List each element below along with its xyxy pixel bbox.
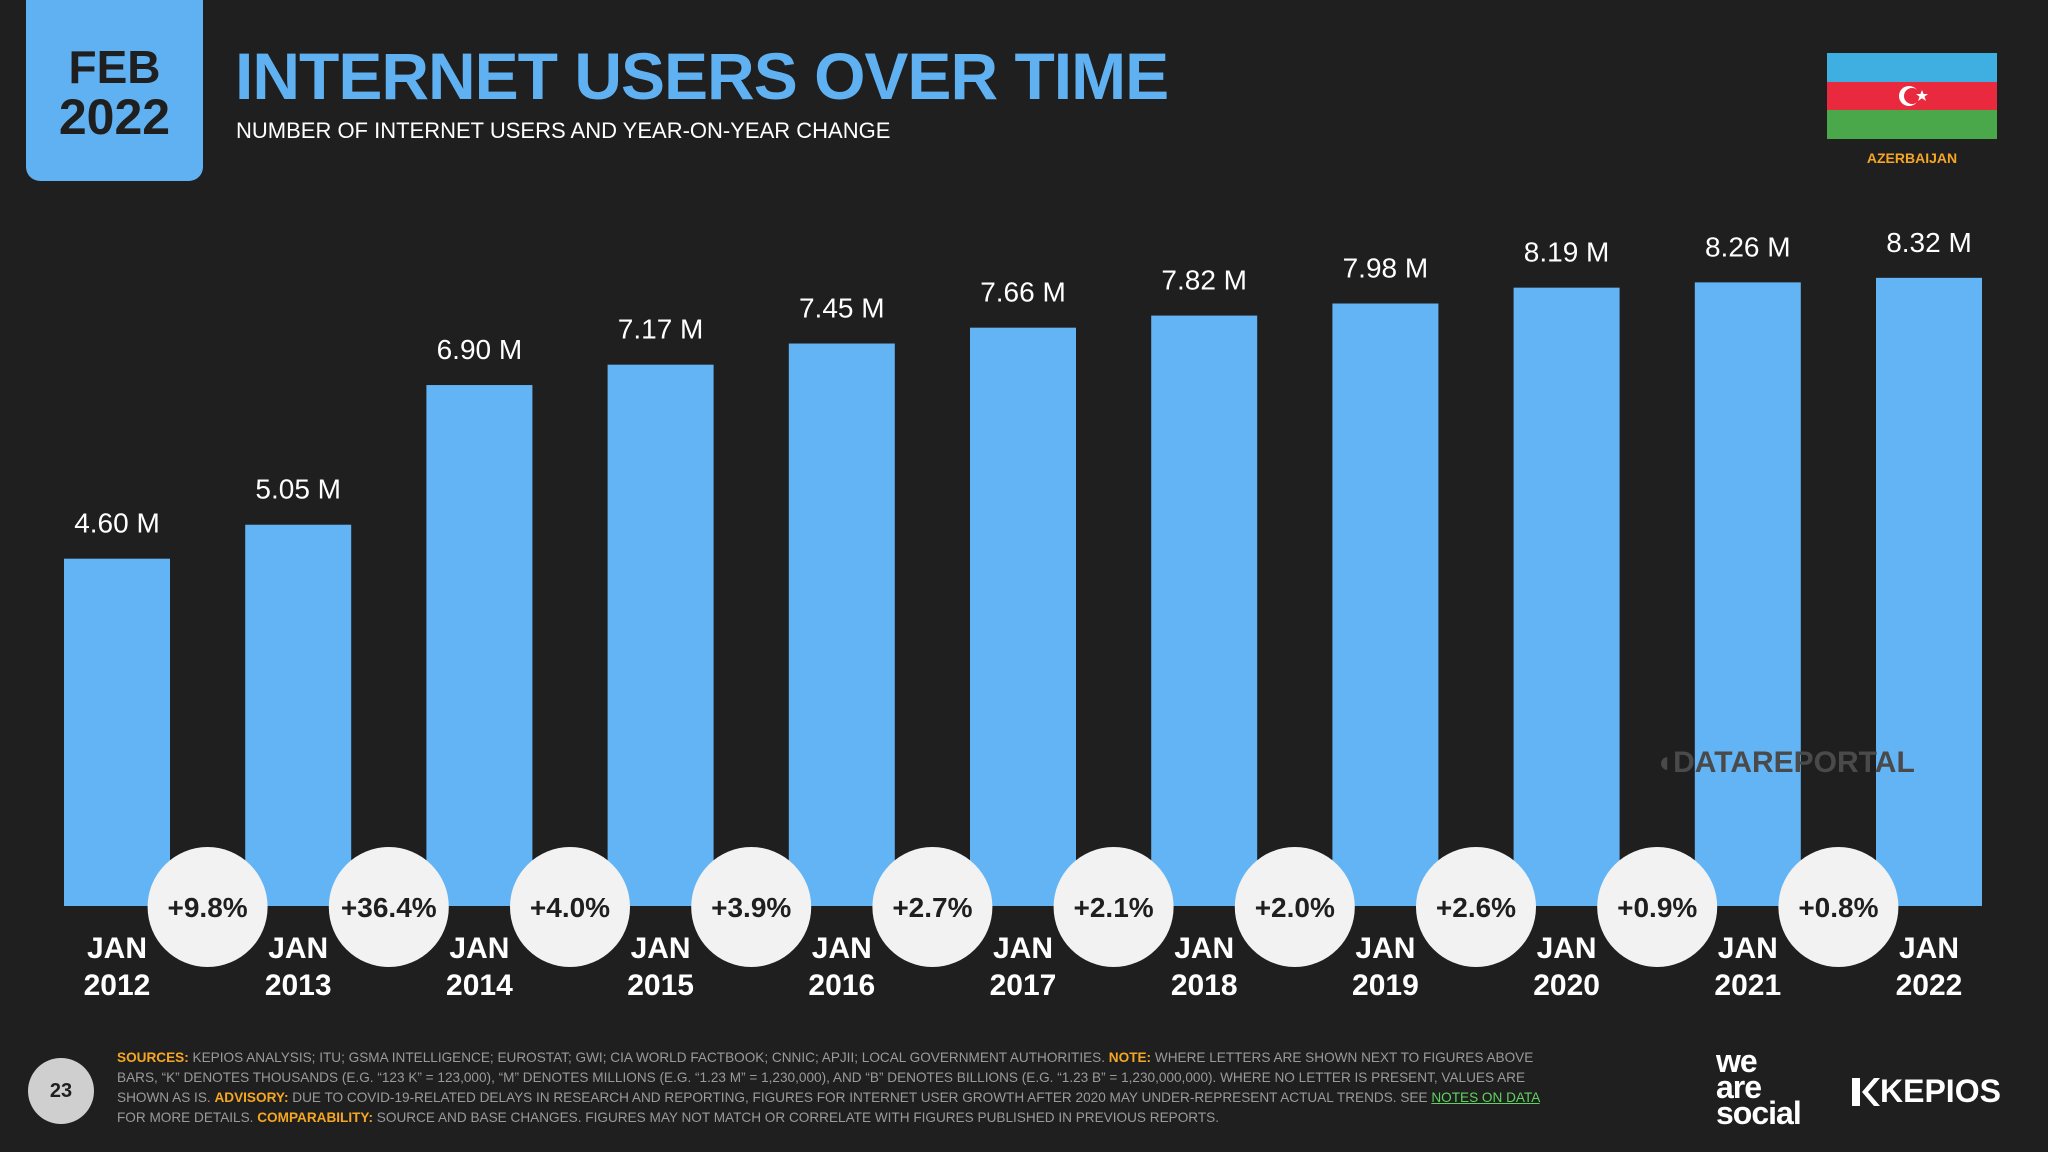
yoy-change-label: +0.9% bbox=[1617, 892, 1697, 923]
x-tick-label: JAN bbox=[449, 932, 509, 965]
kepios-icon bbox=[1852, 1077, 1880, 1106]
date-badge: FEB 2022 bbox=[26, 0, 203, 181]
bar-value-label: 7.17 M bbox=[618, 314, 704, 345]
yoy-change-label: +2.7% bbox=[892, 892, 972, 923]
bar-value-label: 8.19 M bbox=[1524, 237, 1610, 268]
yoy-change-label: +4.0% bbox=[530, 892, 610, 923]
x-tick-label: 2016 bbox=[808, 969, 875, 1002]
yoy-change-circle bbox=[328, 847, 449, 967]
brand-are: are bbox=[1716, 1069, 1762, 1105]
x-tick-label: 2017 bbox=[990, 969, 1057, 1002]
bar-value-label: 7.82 M bbox=[1161, 265, 1247, 296]
yoy-change-label: +2.1% bbox=[1074, 892, 1154, 923]
bar-chart: 4.60 M JAN 2012 5.05 M JAN 2013 6.90 M JAN 2014 7… bbox=[64, 227, 1982, 1002]
yoy-change-label: +3.9% bbox=[711, 892, 791, 923]
x-tick-label: JAN bbox=[1718, 932, 1778, 965]
bar bbox=[970, 327, 1076, 906]
kepios-logo: KEPIOS bbox=[1852, 1073, 2001, 1110]
advisory-text: DUE TO COVID-19-RELATED DELAYS IN RESEAR… bbox=[288, 1090, 1432, 1105]
bar bbox=[607, 364, 714, 906]
comparability-text: SOURCE AND BASE CHANGES. FIGURES MAY NOT… bbox=[373, 1110, 1219, 1125]
brand-we: we bbox=[1716, 1043, 1758, 1079]
yoy-change-circle bbox=[1234, 847, 1355, 967]
x-tick-label: JAN bbox=[1537, 932, 1597, 965]
yoy-change-circle bbox=[1778, 847, 1899, 967]
bar bbox=[245, 524, 352, 906]
bar bbox=[1332, 303, 1439, 906]
azerbaijan-flag-icon bbox=[1827, 53, 1997, 139]
note-text: WHERE LETTERS ARE SHOWN NEXT TO FIGURES … bbox=[117, 1050, 1534, 1105]
page-number: 23 bbox=[28, 1058, 94, 1124]
bar bbox=[64, 558, 170, 906]
note-key: NOTE: bbox=[1108, 1050, 1152, 1065]
bar-value-label: 6.90 M bbox=[437, 334, 523, 365]
advisory-key: ADVISORY: bbox=[214, 1090, 289, 1105]
sources-text: KEPIOS ANALYSIS; ITU; GSMA INTELLIGENCE;… bbox=[188, 1050, 1109, 1065]
x-tick-label: JAN bbox=[812, 932, 872, 965]
yoy-change-circle bbox=[510, 847, 630, 967]
bar-value-label: 5.05 M bbox=[255, 474, 341, 505]
comparability-key: COMPARABILITY: bbox=[257, 1110, 374, 1125]
bar bbox=[426, 385, 533, 906]
bar-value-label: 8.26 M bbox=[1705, 231, 1791, 262]
bar bbox=[1876, 277, 1982, 907]
footnote: SOURCES: KEPIOS ANALYSIS; ITU; GSMA INTE… bbox=[117, 1048, 1567, 1128]
x-tick-label: 2021 bbox=[1714, 969, 1781, 1002]
kepios-text: KEPIOS bbox=[1880, 1073, 2001, 1109]
country-label: AZERBAIJAN bbox=[1866, 150, 1958, 166]
yoy-change-label: +2.0% bbox=[1255, 892, 1335, 923]
yoy-change-circle bbox=[872, 847, 993, 967]
x-tick-label: 2012 bbox=[84, 969, 151, 1002]
brand-social: social bbox=[1716, 1095, 1802, 1131]
yoy-change-label: +36.4% bbox=[341, 892, 437, 923]
bar bbox=[1513, 287, 1620, 906]
yoy-change-label: +0.8% bbox=[1798, 892, 1878, 923]
bar bbox=[788, 343, 895, 906]
yoy-change-circle bbox=[1597, 847, 1718, 967]
date-year: 2022 bbox=[58, 89, 171, 146]
bar-value-label: 7.45 M bbox=[799, 293, 885, 324]
x-tick-label: 2020 bbox=[1533, 969, 1600, 1002]
x-tick-label: 2015 bbox=[627, 969, 694, 1002]
bar bbox=[1694, 282, 1801, 906]
yoy-change-label: +9.8% bbox=[168, 892, 248, 923]
yoy-change-circle bbox=[147, 847, 268, 967]
page-title: INTERNET USERS OVER TIME bbox=[235, 39, 1169, 113]
yoy-change-circle bbox=[1416, 847, 1536, 967]
x-tick-label: 2013 bbox=[265, 969, 332, 1002]
page-subtitle: NUMBER OF INTERNET USERS AND YEAR-ON-YEA… bbox=[236, 118, 891, 143]
x-tick-label: JAN bbox=[268, 932, 328, 965]
x-tick-label: JAN bbox=[87, 932, 147, 965]
x-tick-label: 2014 bbox=[446, 969, 513, 1002]
bar-value-label: 7.98 M bbox=[1343, 253, 1429, 284]
bar-value-label: 7.66 M bbox=[980, 277, 1066, 308]
datareportal-watermark: ◖DATAREPORTAL bbox=[1655, 746, 1915, 779]
x-tick-label: JAN bbox=[1355, 932, 1415, 965]
bar-value-label: 4.60 M bbox=[74, 508, 160, 539]
x-tick-label: JAN bbox=[1899, 932, 1959, 965]
watermark-text: DATAREPORTAL bbox=[1673, 746, 1915, 779]
x-tick-label: JAN bbox=[631, 932, 691, 965]
x-tick-label: 2019 bbox=[1352, 969, 1419, 1002]
date-month: FEB bbox=[68, 41, 161, 94]
yoy-change-circle bbox=[1053, 847, 1174, 967]
x-tick-label: JAN bbox=[1174, 932, 1234, 965]
notes-on-data-link[interactable]: NOTES ON DATA bbox=[1431, 1090, 1540, 1105]
x-tick-label: JAN bbox=[993, 932, 1053, 965]
x-tick-label: 2018 bbox=[1171, 969, 1238, 1002]
bar-value-label: 8.32 M bbox=[1886, 227, 1972, 258]
x-tick-label: 2022 bbox=[1896, 969, 1963, 1002]
we-are-social-logo: we are social bbox=[1716, 1043, 1802, 1131]
sources-key: SOURCES: bbox=[117, 1050, 189, 1065]
yoy-change-label: +2.6% bbox=[1436, 892, 1516, 923]
notes-after-text: FOR MORE DETAILS. bbox=[117, 1110, 258, 1125]
yoy-change-circle bbox=[691, 847, 812, 967]
bar bbox=[1151, 315, 1258, 907]
